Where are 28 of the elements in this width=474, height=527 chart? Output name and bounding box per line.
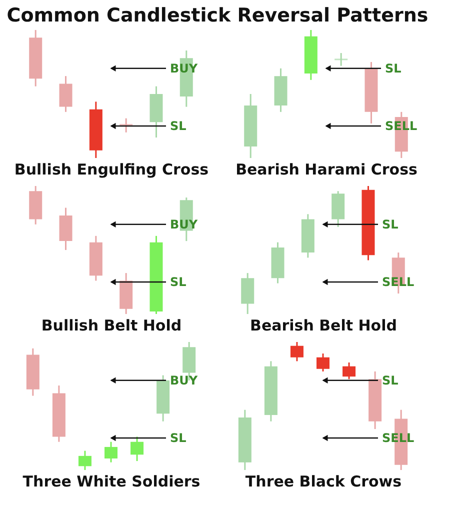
- x-axis-title: Bearish Belt Hold: [250, 316, 397, 334]
- annotation: BUY: [170, 217, 198, 232]
- annotation: SL: [382, 217, 399, 232]
- x-axis-title: Three Black Crows: [245, 472, 402, 490]
- x-axis-title: Bullish Engulfing Cross: [14, 160, 209, 178]
- annotation: SL: [385, 61, 402, 76]
- annotation: SL: [170, 275, 187, 289]
- candlestick: [59, 75, 72, 113]
- candlestick: [290, 341, 304, 362]
- annotation: BUY: [170, 61, 198, 76]
- candlestick: [334, 52, 348, 67]
- candlestick: [78, 450, 92, 471]
- chart-title: Common Candlestick Reversal Patterns: [6, 4, 428, 26]
- annotation: SL: [170, 431, 187, 445]
- candlestick: [120, 118, 133, 134]
- annotation: SL: [382, 373, 399, 388]
- candlestick: [342, 362, 356, 380]
- annotation: SELL: [385, 119, 418, 133]
- x-axis-title: Bullish Belt Hold: [41, 316, 182, 334]
- annotation: SELL: [382, 431, 414, 445]
- annotation: SELL: [382, 275, 414, 289]
- annotation: SL: [170, 119, 187, 133]
- candlestick: [104, 441, 118, 464]
- annotation: BUY: [170, 373, 198, 388]
- x-axis-title: Three White Soldiers: [22, 472, 200, 490]
- candlestick: [316, 352, 330, 372]
- x-axis-title: Bearish Harami Cross: [236, 160, 418, 178]
- candlestick: [130, 436, 144, 462]
